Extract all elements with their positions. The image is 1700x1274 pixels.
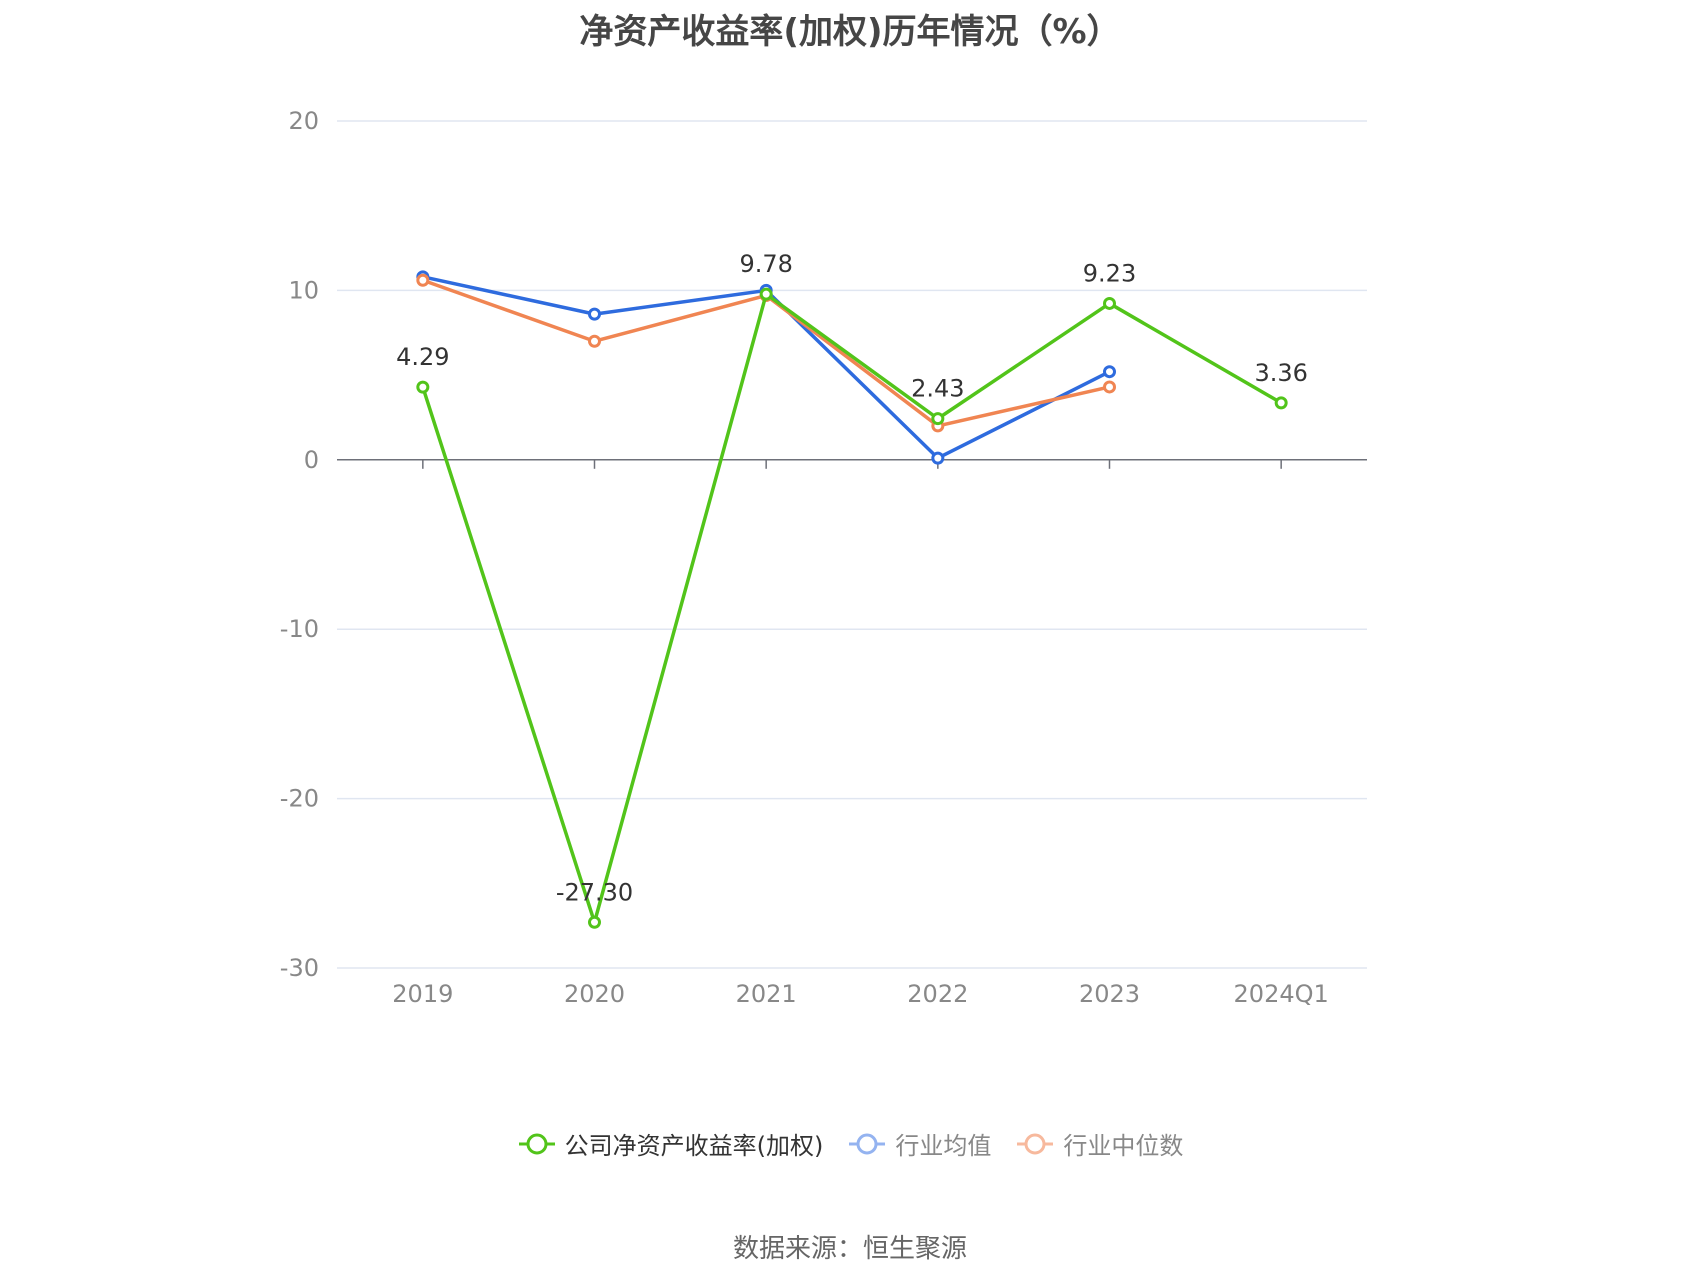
y-tick-label: 10 — [288, 276, 319, 304]
legend-item-company[interactable]: 公司净资产收益率(加权) — [517, 1126, 824, 1161]
legend-item-industry-median[interactable]: 行业中位数 — [1015, 1126, 1183, 1161]
data-source-note: 数据来源：恒生聚源 — [732, 1234, 967, 1264]
data-point[interactable] — [1274, 396, 1288, 410]
x-tick-label: 2022 — [907, 980, 968, 1008]
data-label: 2.43 — [911, 375, 964, 403]
y-tick-label: -30 — [280, 954, 319, 982]
x-tick-label: 2021 — [736, 980, 797, 1008]
data-point[interactable] — [931, 451, 945, 465]
legend: 公司净资产收益率(加权) 行业均值 行业中位数 — [0, 1126, 1700, 1161]
data-point[interactable] — [759, 287, 773, 301]
data-point[interactable] — [588, 334, 601, 348]
data-point[interactable] — [1103, 296, 1116, 310]
x-tick-label: 2019 — [392, 980, 453, 1008]
x-tick-label: 2024Q1 — [1234, 980, 1329, 1008]
grid-lines — [337, 120, 1367, 969]
legend-marker-icon — [518, 1133, 555, 1154]
data-label: 9.23 — [1083, 259, 1136, 287]
y-tick-label: -10 — [280, 615, 319, 643]
data-point[interactable] — [416, 273, 430, 287]
chart-title: 净资产收益率(加权)历年情况（%） — [579, 12, 1121, 52]
series-lines — [416, 270, 1288, 929]
legend-label-company: 公司净资产收益率(加权) — [564, 1132, 824, 1160]
data-point[interactable] — [1103, 380, 1116, 394]
data-label: 3.36 — [1254, 359, 1307, 387]
x-tick-label: 2020 — [564, 980, 625, 1008]
axes: 20 10 0 -10 -20 -30 2019 2020 2021 2022 2023 2024Q1 — [280, 107, 1367, 1008]
legend-item-industry-mean[interactable]: 行业均值 — [847, 1126, 991, 1161]
data-label: -27.30 — [556, 878, 633, 906]
data-point[interactable] — [931, 412, 945, 426]
series-line-1 — [422, 275, 1111, 460]
legend-label-industry-mean: 行业均值 — [895, 1132, 992, 1160]
legend-marker-icon — [849, 1133, 886, 1154]
y-tick-label: 0 — [304, 446, 319, 474]
series-line-0 — [421, 292, 1283, 925]
legend-label-industry-median: 行业中位数 — [1063, 1132, 1184, 1160]
data-labels: 4.29 -27.30 9.78 2.43 9.23 3.36 — [396, 250, 1308, 906]
legend-marker-icon — [1017, 1133, 1054, 1154]
series-line-2 — [422, 278, 1110, 428]
y-tick-label: 20 — [288, 107, 319, 135]
data-label: 9.78 — [739, 250, 792, 278]
data-point[interactable] — [416, 380, 430, 394]
data-label: 4.29 — [396, 343, 449, 371]
x-tick-label: 2023 — [1079, 980, 1140, 1008]
y-tick-label: -20 — [280, 785, 319, 813]
data-point[interactable] — [588, 307, 601, 321]
data-point[interactable] — [1103, 365, 1116, 379]
data-point[interactable] — [588, 915, 601, 929]
